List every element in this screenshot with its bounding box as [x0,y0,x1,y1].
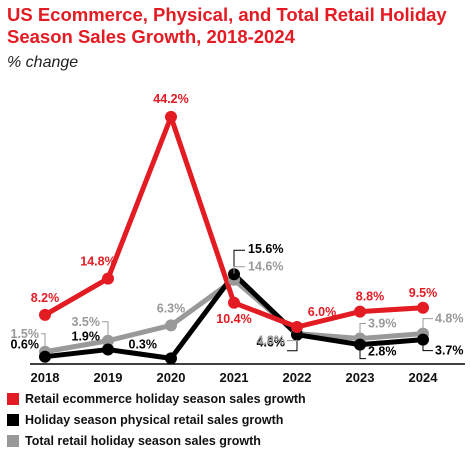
chart-title: US Ecommerce, Physical, and Total Retail… [7,4,447,47]
data-label-0-6: 9.5% [409,286,438,300]
data-label-1-1: 1.9% [72,330,101,344]
series-marker-1 [417,333,429,346]
series-markers [39,110,429,365]
series-marker-1 [39,350,51,363]
data-label-1-3: 15.6% [248,242,283,256]
data-label-leader [422,345,433,352]
data-label-0-4: 6.0% [308,305,337,319]
data-label-0-5: 8.8% [356,290,385,304]
x-tick-label: 2022 [283,370,312,385]
data-label-2-3: 14.6% [248,260,283,274]
series-marker-1 [165,352,177,365]
series-marker-0 [228,296,240,309]
data-label-1-4: 4.6% [257,336,286,350]
data-label-leader [422,318,433,328]
data-label-0-1: 14.8% [80,255,115,269]
series-marker-0 [39,308,51,321]
x-tick-label: 2018 [31,370,60,385]
legend-item-physical: Holiday season physical retail sales gro… [7,409,306,430]
data-label-leader [287,340,298,352]
data-label-1-5: 2.8% [368,345,397,359]
legend-item-total: Total retail holiday season sales growth [7,430,306,451]
data-label-1-2: 0.3% [129,337,158,351]
series-marker-2 [165,319,177,332]
legend-label-ecommerce: Retail ecommerce holiday season sales gr… [25,391,306,406]
legend-swatch-physical [7,413,19,426]
legend-item-ecommerce: Retail ecommerce holiday season sales gr… [7,388,306,409]
data-label-leader [41,333,46,346]
x-tick-label: 2024 [409,370,439,385]
data-label-2-6: 4.8% [435,312,464,326]
data-label-leader [359,323,366,333]
data-label-2-4: 4.8% [257,334,286,348]
series-marker-1 [102,343,114,356]
legend: Retail ecommerce holiday season sales gr… [7,388,306,451]
legend-label-physical: Holiday season physical retail sales gro… [25,412,284,427]
data-label-leader [102,321,109,335]
data-label-0-2: 44.2% [153,92,188,106]
data-label-2-2: 6.3% [157,301,186,315]
series-marker-0 [102,272,114,285]
x-axis: 2018 2019 2020 2021 2022 2023 2024 [30,363,465,385]
series-marker-1 [354,338,366,351]
data-label-2-1: 3.5% [72,315,101,329]
data-label-2-0: 1.5% [11,327,40,341]
legend-label-total: Total retail holiday season sales growth [25,433,261,448]
data-label-leader [287,339,298,342]
x-tick-label: 2020 [157,370,186,385]
x-tick-label: 2021 [220,370,249,385]
series-marker-0 [354,305,366,318]
legend-swatch-ecommerce [7,392,19,405]
data-label-2-5: 3.9% [368,317,397,331]
data-label-1-6: 3.7% [435,344,464,358]
data-label-0-3: 10.4% [216,312,251,326]
data-labels: 8.2% 14.8% 44.2% 10.4% 6.0% 8.8% 9.5% 0.6% 1.9% 0… [11,92,464,360]
data-label-1-0: 0.6% [11,338,40,352]
data-label-leader [233,249,245,269]
series-marker-2 [102,334,114,347]
chart-subtitle: % change [7,54,79,71]
data-label-leader [233,266,245,274]
legend-swatch-total [7,434,19,447]
series-marker-1 [228,268,240,281]
x-tick-label: 2019 [94,370,123,385]
data-label-0-0: 8.2% [31,291,60,305]
series-marker-0 [417,301,429,314]
x-tick-label: 2023 [346,370,375,385]
series-marker-0 [291,321,303,333]
series-marker-0 [165,110,177,123]
data-label-leader [359,350,366,360]
